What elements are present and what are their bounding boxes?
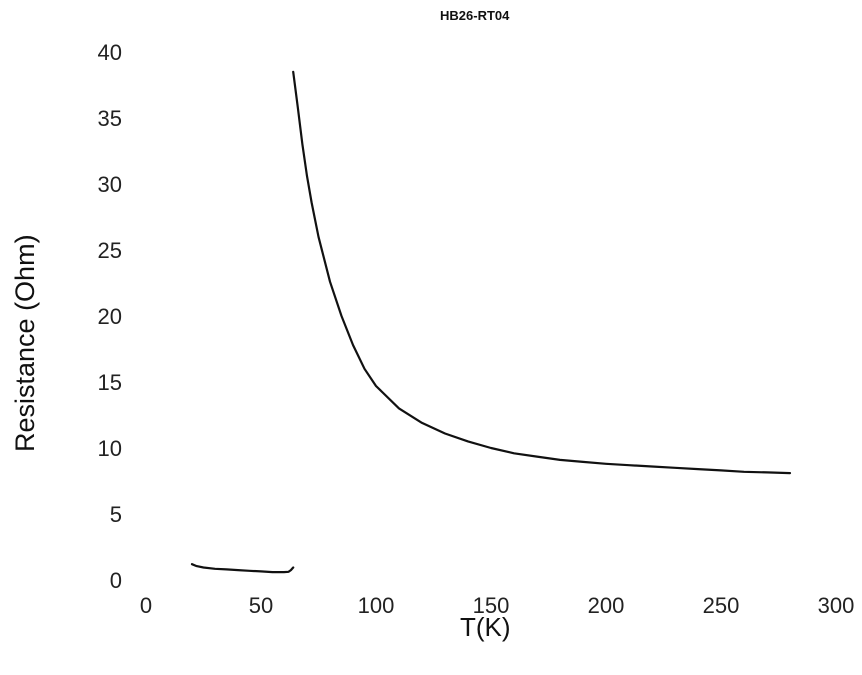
y-tick-label: 40 bbox=[98, 40, 122, 65]
y-tick-label: 30 bbox=[98, 172, 122, 197]
x-tick-label: 150 bbox=[473, 593, 510, 618]
series-line-high-temperature bbox=[292, 70, 792, 475]
axis-ticks: 0 50 100 150 200 250 300 0 5 10 15 20 25 30 35 40 bbox=[98, 40, 855, 618]
y-tick-label: 35 bbox=[98, 106, 122, 131]
series-lines bbox=[190, 70, 792, 574]
y-tick-label: 20 bbox=[98, 304, 122, 329]
y-tick-label: 10 bbox=[98, 436, 122, 461]
x-tick-label: 100 bbox=[358, 593, 395, 618]
x-tick-label: 0 bbox=[140, 593, 152, 618]
x-tick-label: 200 bbox=[588, 593, 625, 618]
y-tick-label: 25 bbox=[98, 238, 122, 263]
y-tick-label: 5 bbox=[110, 502, 122, 527]
x-tick-label: 250 bbox=[703, 593, 740, 618]
y-tick-label: 0 bbox=[110, 568, 122, 593]
series-line-low-temperature bbox=[190, 563, 295, 574]
x-tick-label: 300 bbox=[818, 593, 855, 618]
y-tick-label: 15 bbox=[98, 370, 122, 395]
x-tick-label: 50 bbox=[249, 593, 273, 618]
